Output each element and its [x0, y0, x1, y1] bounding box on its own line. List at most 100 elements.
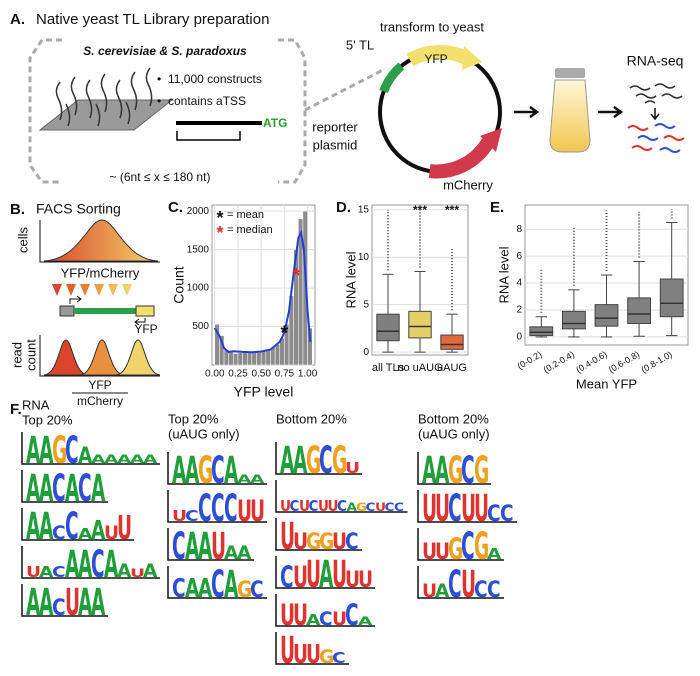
logo-letter: G	[356, 500, 367, 513]
box	[440, 334, 464, 350]
y-tick-label: 5	[363, 299, 369, 310]
logo-letter: A	[26, 505, 41, 548]
logo-letter: A	[117, 453, 132, 466]
logo-letter: C	[461, 525, 475, 568]
logo-letter: A	[198, 574, 213, 604]
logo-axis	[417, 490, 517, 523]
logo-letter: A	[224, 543, 239, 564]
logo-axis	[275, 480, 408, 513]
logo-letter: U	[332, 553, 347, 596]
logo-letter: C	[345, 528, 359, 554]
logo-letter: C	[211, 487, 225, 530]
y-tick-label: 15	[358, 204, 370, 215]
legend-marker: *	[216, 208, 223, 228]
logo-letter: C	[52, 523, 66, 544]
logo-axis	[275, 518, 362, 551]
logo-letter: C	[487, 500, 501, 526]
logo-letter: U	[280, 629, 295, 672]
logo-letter: A	[293, 439, 308, 482]
x-tick-label: 0.25	[228, 369, 248, 380]
bar	[265, 349, 271, 366]
logo-letter: G	[198, 449, 213, 492]
logo-title: Top 20%	[22, 412, 73, 427]
yfp-gene	[406, 45, 470, 67]
logo-letter: A	[237, 473, 252, 486]
logo-letter: A	[185, 449, 200, 492]
axis-label: read	[9, 342, 24, 368]
logo-letter: A	[65, 543, 80, 586]
logo-letter: C	[172, 525, 186, 568]
panel-title: FACS Sorting	[36, 201, 121, 217]
logo-letter: A	[91, 516, 106, 546]
logo-axis	[167, 566, 267, 599]
panel-label: B.	[10, 201, 25, 218]
arrow	[598, 105, 624, 119]
x-tick-label: (0.6-0.8)	[607, 349, 641, 375]
logo-letter: A	[26, 429, 41, 472]
logo-axis	[167, 490, 267, 523]
logo-letter: C	[78, 467, 92, 510]
logo-letter: U	[461, 563, 476, 606]
x-tick-label: 1.00	[298, 369, 318, 380]
y-axis-label: RNA level	[496, 246, 511, 303]
logo-axis	[21, 508, 134, 541]
y-tick-label: 1000	[187, 283, 210, 294]
logo-letter: U	[172, 507, 187, 525]
logo-letter: A	[237, 543, 252, 564]
logo-letter: A	[91, 581, 106, 624]
logo-letter: C	[337, 498, 347, 515]
logo-letter: C	[65, 429, 79, 472]
axis-label: YFP/mCherry	[61, 265, 140, 280]
axis	[39, 220, 160, 263]
logo-letter: C	[319, 439, 333, 482]
logo-letter: U	[26, 563, 41, 581]
logo-letter: U	[345, 459, 360, 477]
logo-title: RNA	[22, 397, 50, 412]
y-tick-label: 4	[516, 278, 522, 289]
logo-letter: C	[280, 559, 294, 594]
logo-letter: C	[448, 487, 462, 530]
bar	[233, 353, 239, 366]
logo-letter: C	[394, 500, 404, 513]
logo-axis	[275, 632, 349, 665]
logo-letter: C	[345, 597, 359, 632]
panel-label: F.	[10, 401, 22, 418]
logo-letter: U	[280, 597, 295, 632]
logo-axis	[417, 566, 504, 599]
logo-letter: A	[39, 467, 54, 510]
logo-letter: U	[332, 528, 347, 554]
fraction-bottom: mCherry	[77, 394, 123, 408]
yfp-box	[135, 305, 155, 317]
plasmid-label: plasmid	[313, 137, 358, 152]
y-tick-label: 0	[516, 332, 522, 343]
logo-letter: A	[250, 473, 265, 486]
panel-a: A. Native yeast TL Library preparation S…	[10, 11, 685, 192]
logo-letter: A	[306, 611, 320, 629]
logo-title: (uAUG only)	[168, 426, 240, 441]
box	[529, 326, 554, 337]
tl-label: 5' TL	[346, 37, 374, 52]
significance: ***	[413, 203, 427, 217]
y-tick-label: 10	[358, 252, 370, 263]
logo-letter: A	[104, 543, 119, 586]
logo-letter: C	[487, 576, 501, 602]
logo-letter: U	[318, 498, 329, 515]
logo-axis	[21, 470, 108, 503]
logo-letter: U	[117, 509, 132, 547]
logo-letter: U	[130, 567, 145, 580]
tube	[549, 79, 591, 153]
tube	[52, 284, 62, 296]
logo-letter: A	[26, 467, 41, 510]
logo-axis	[167, 528, 254, 561]
y-tick-label: 6	[516, 251, 522, 262]
logo-letter: A	[347, 500, 358, 513]
logo-letter: A	[280, 439, 295, 482]
plasmid-label: reporter	[312, 119, 358, 134]
logo-letter: A	[172, 449, 187, 492]
y-axis-label: RNA level	[343, 251, 358, 308]
yfp-label: YFP	[134, 322, 157, 336]
bar	[260, 350, 267, 366]
x-tick-label: no uAUG	[397, 362, 442, 374]
reads	[629, 83, 683, 104]
bullet-text: 11,000 constructs	[168, 72, 262, 86]
